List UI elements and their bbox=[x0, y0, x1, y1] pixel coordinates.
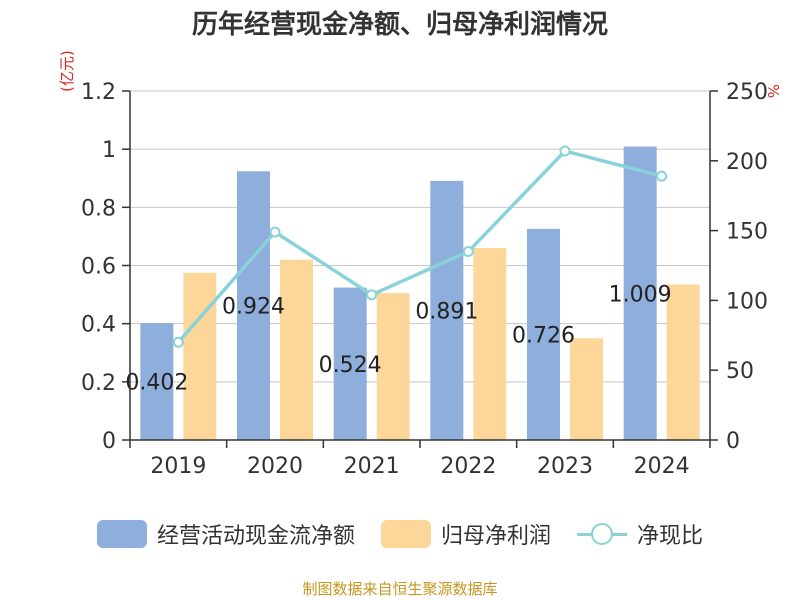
legend-swatch-net-profit bbox=[380, 520, 431, 548]
left-tick-label: 0.8 bbox=[81, 196, 116, 221]
right-tick-label: 100 bbox=[726, 289, 768, 314]
legend-label-cash-ratio: 净现比 bbox=[637, 524, 704, 549]
legend-item-cashflow[interactable]: 经营活动现金流净额 bbox=[96, 518, 355, 550]
legend-line-icon bbox=[577, 520, 627, 548]
bar-net-profit bbox=[473, 248, 507, 440]
x-tick-label: 2021 bbox=[344, 454, 400, 479]
legend-label-cashflow: 经营活动现金流净额 bbox=[156, 524, 355, 549]
bar-cashflow bbox=[333, 287, 367, 440]
x-tick-label: 2023 bbox=[537, 454, 593, 479]
x-tick-label: 2020 bbox=[247, 454, 303, 479]
data-label: 0.726 bbox=[512, 323, 575, 348]
bar-cashflow bbox=[237, 171, 270, 440]
bar-cashflow bbox=[527, 228, 560, 440]
bar-net-profit bbox=[666, 284, 700, 440]
bar-net-profit bbox=[376, 293, 410, 440]
point-cash-ratio bbox=[366, 289, 378, 301]
bar-net-profit bbox=[183, 272, 217, 440]
right-tick-label: 50 bbox=[726, 359, 754, 384]
bar-cashflow bbox=[623, 146, 657, 440]
right-tick-label: 200 bbox=[726, 150, 768, 175]
right-tick-label: 0 bbox=[726, 429, 740, 454]
point-cash-ratio bbox=[559, 145, 571, 157]
data-label: 0.524 bbox=[319, 353, 382, 378]
x-tick-label: 2019 bbox=[150, 454, 206, 479]
x-tick-label: 2024 bbox=[634, 454, 690, 479]
point-cash-ratio bbox=[462, 246, 474, 258]
data-label: 1.009 bbox=[609, 282, 672, 307]
left-tick-label: 0.4 bbox=[81, 313, 116, 338]
bar-cashflow bbox=[430, 180, 464, 440]
point-cash-ratio bbox=[656, 170, 668, 182]
data-label: 0.402 bbox=[125, 371, 188, 396]
legend: 经营活动现金流净额 归母净利润 净现比 bbox=[0, 518, 800, 550]
data-source-note: 制图数据来自恒生聚源数据库 bbox=[302, 580, 498, 598]
chart-title: 历年经营现金净额、归母净利润情况 bbox=[191, 10, 608, 40]
legend-item-net-profit[interactable]: 归母净利润 bbox=[380, 518, 551, 550]
left-tick-label: 1 bbox=[102, 138, 116, 163]
data-label: 0.891 bbox=[415, 299, 478, 324]
left-tick-label: 0.2 bbox=[81, 371, 116, 396]
point-cash-ratio bbox=[269, 226, 281, 238]
bar-cashflow bbox=[140, 323, 174, 440]
bar-net-profit bbox=[570, 338, 603, 440]
data-label: 0.924 bbox=[222, 295, 285, 320]
right-tick-label: 250 bbox=[726, 80, 768, 105]
point-cash-ratio bbox=[172, 336, 184, 348]
right-tick-label: 150 bbox=[726, 220, 768, 245]
legend-label-net-profit: 归母净利润 bbox=[440, 524, 551, 549]
left-tick-label: 0.6 bbox=[81, 255, 116, 280]
legend-swatch-cashflow bbox=[96, 520, 147, 548]
bar-net-profit bbox=[280, 259, 313, 440]
left-tick-label: 1.2 bbox=[81, 80, 116, 105]
line-cash-ratio bbox=[177, 149, 663, 344]
left-tick-label: 0 bbox=[102, 429, 116, 454]
x-tick-label: 2022 bbox=[440, 454, 496, 479]
legend-item-cash-ratio[interactable]: 净现比 bbox=[577, 518, 703, 550]
